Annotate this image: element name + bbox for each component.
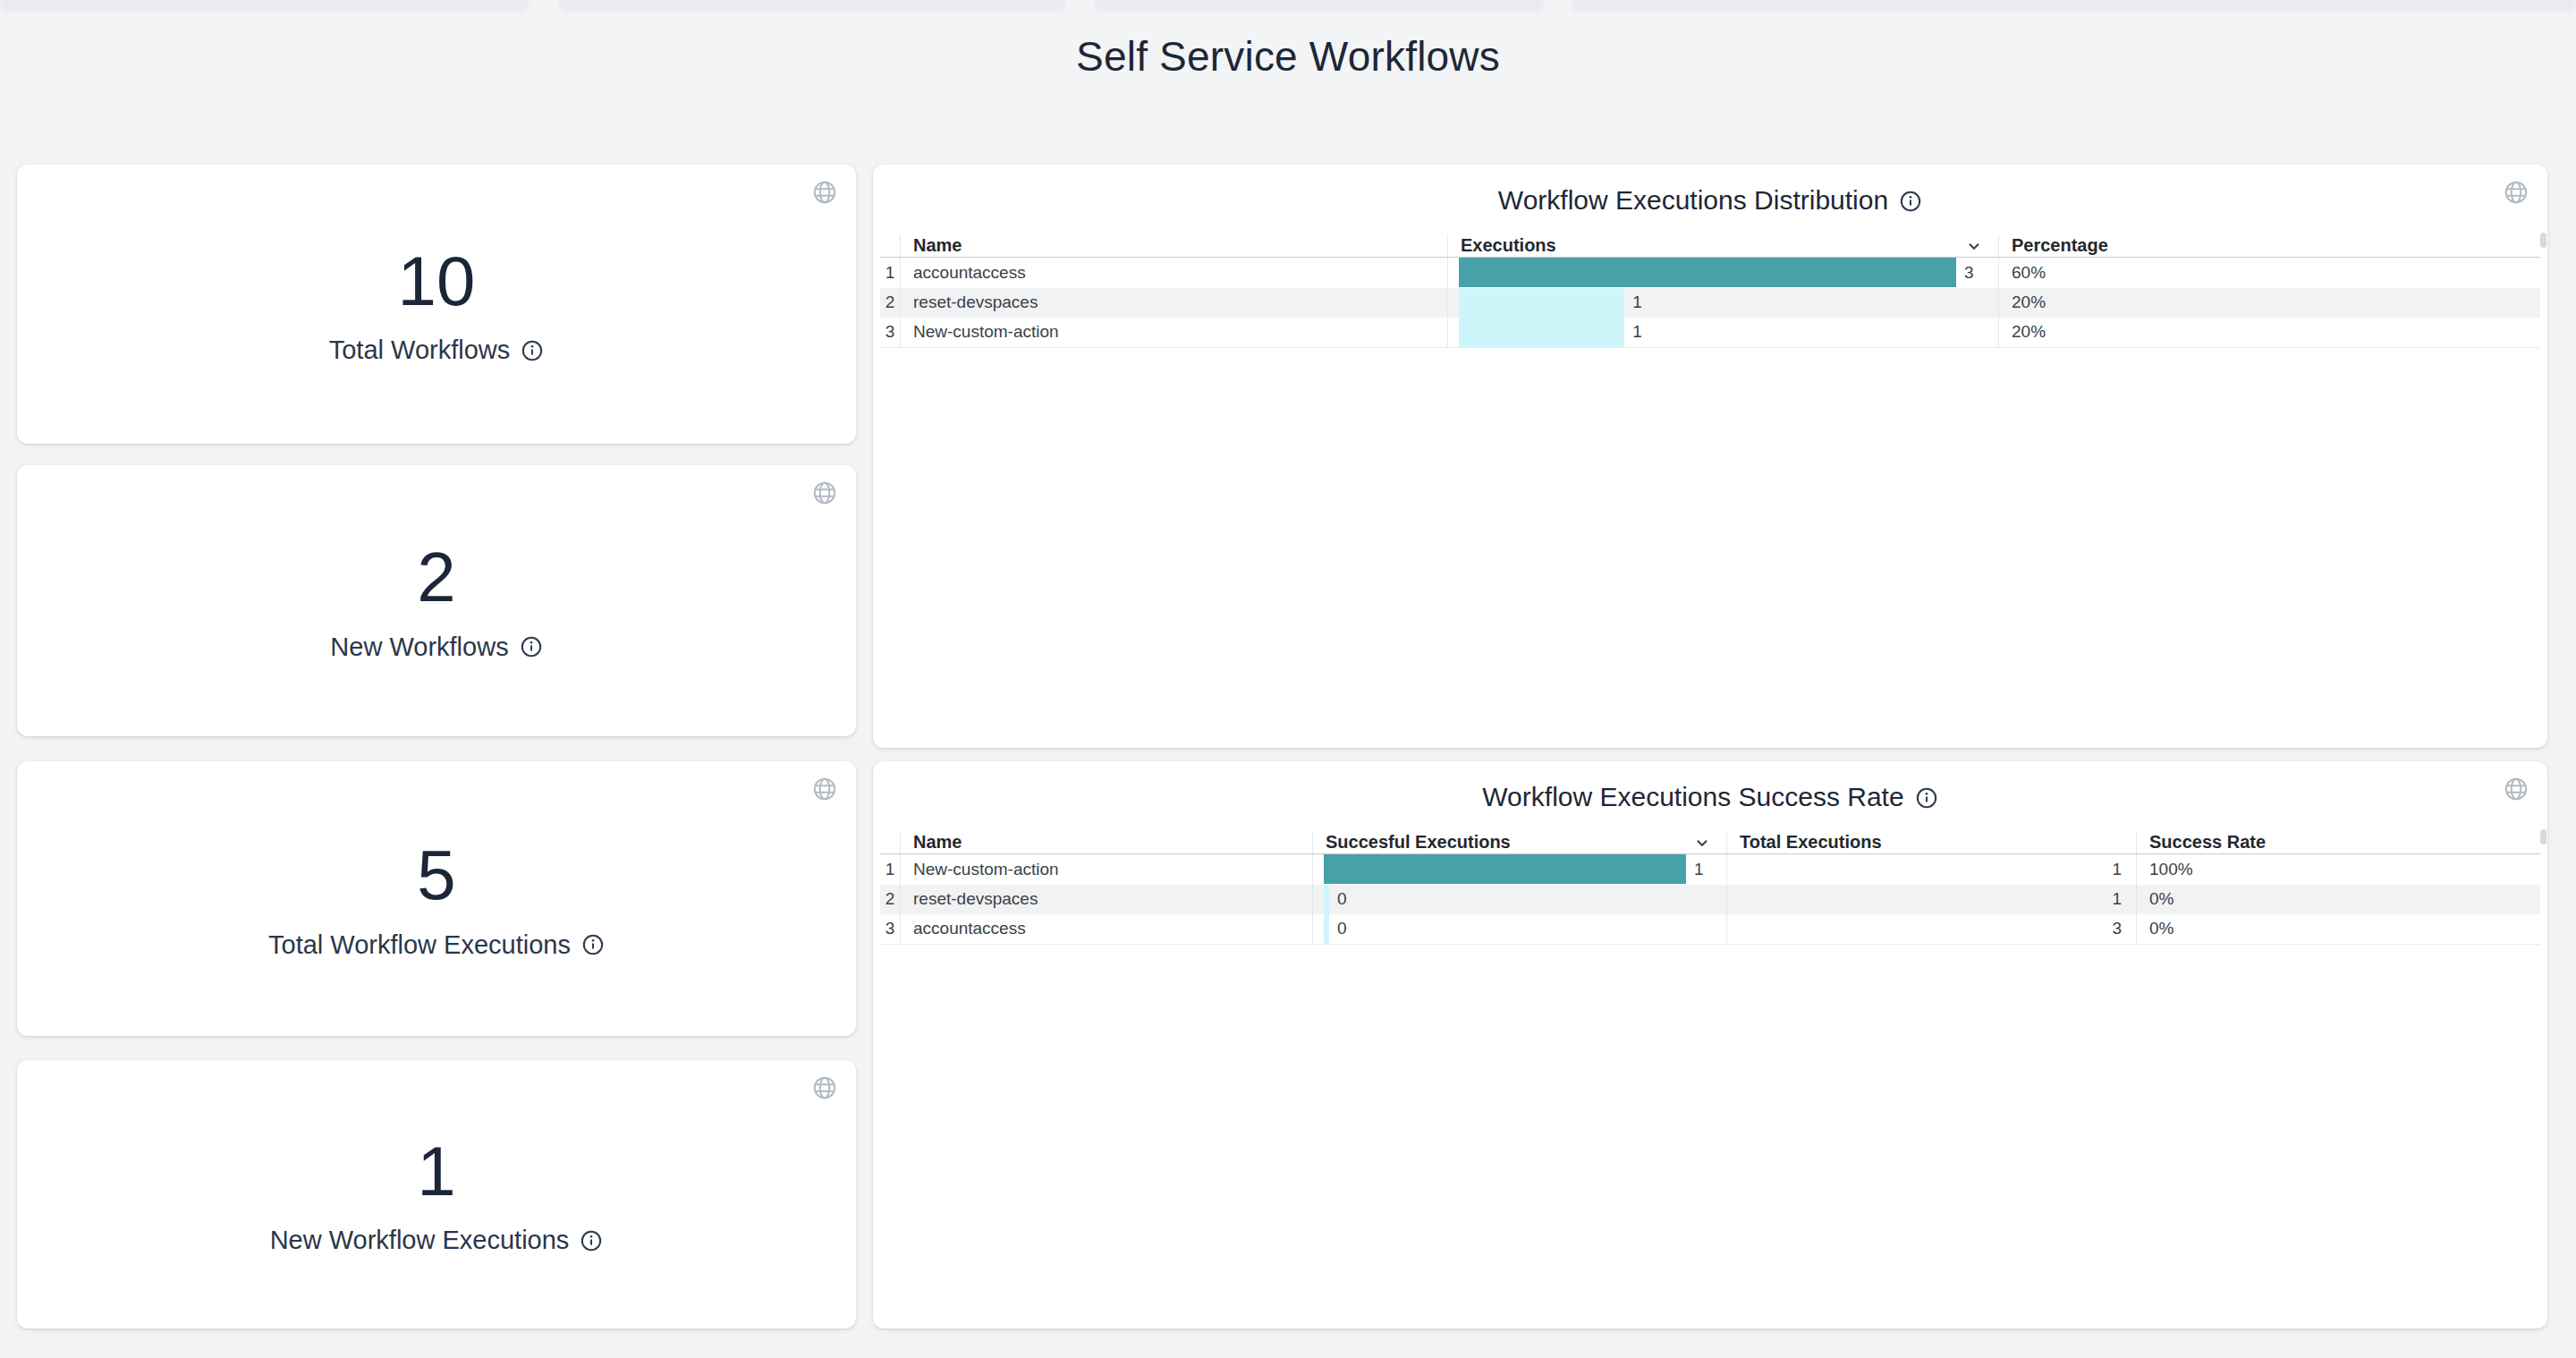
stat-value: 5 <box>417 837 455 914</box>
chevron-down-icon[interactable] <box>1964 236 1984 256</box>
globe-icon[interactable] <box>811 776 838 802</box>
bar-cell: 1 <box>1447 318 1998 348</box>
column-header-percentage[interactable]: Percentage <box>1998 234 2540 258</box>
column-header-success-rate[interactable]: Success Rate <box>2136 831 2540 854</box>
row-index: 1 <box>880 258 900 288</box>
name-cell: accountaccess <box>900 258 1447 288</box>
percentage-cell: 20% <box>1998 288 2540 318</box>
info-icon[interactable] <box>1915 785 1938 809</box>
stat-card-new-workflow-executions: 1 New Workflow Executions <box>17 1060 856 1328</box>
executions-distribution-table: NameExecutionsPercentage1accountaccess36… <box>880 234 2540 348</box>
table-title: Workflow Executions Success Rate <box>1482 782 1903 812</box>
info-icon[interactable] <box>581 933 605 956</box>
bar-value: 0 <box>1337 889 1347 909</box>
chevron-down-icon[interactable] <box>1692 833 1712 853</box>
stat-label: Total Workflows <box>329 335 511 365</box>
total-executions-cell: 3 <box>1726 914 2136 945</box>
column-header-total-executions[interactable]: Total Executions <box>1726 831 2136 854</box>
bar-value: 1 <box>1694 860 1704 879</box>
table-card-success-rate: Workflow Executions Success Rate NameSuc… <box>873 761 2547 1328</box>
bar-cell: 1 <box>1447 288 1998 318</box>
info-icon[interactable] <box>580 1229 603 1252</box>
bar-value: 3 <box>1964 263 1974 283</box>
column-header-name[interactable]: Name <box>900 234 1447 258</box>
bar-value: 1 <box>1632 293 1642 312</box>
globe-icon[interactable] <box>811 480 838 506</box>
bar <box>1459 318 1624 347</box>
percentage-cell: 60% <box>1998 258 2540 288</box>
stat-value: 1 <box>417 1133 455 1210</box>
bar-value: 0 <box>1337 919 1347 938</box>
table-title: Workflow Executions Distribution <box>1498 185 1888 216</box>
success-rate-table: NameSuccesful ExecutionsTotal Executions… <box>880 831 2540 945</box>
dashboard-grid: 10 Total Workflows 2 New Workflows 5 Tot… <box>17 165 2547 1328</box>
globe-icon[interactable] <box>811 1074 838 1101</box>
globe-icon[interactable] <box>2503 776 2529 802</box>
percentage-cell: 20% <box>1998 318 2540 348</box>
stat-card-total-workflows: 10 Total Workflows <box>17 165 856 444</box>
scrollbar-thumb[interactable] <box>2540 829 2546 845</box>
stat-label: New Workflow Executions <box>270 1226 570 1255</box>
stat-card-total-workflow-executions: 5 Total Workflow Executions <box>17 761 856 1036</box>
bar <box>1324 885 1329 914</box>
globe-icon[interactable] <box>2503 179 2529 206</box>
success-rate-cell: 100% <box>2136 854 2540 885</box>
row-index: 3 <box>880 318 900 348</box>
bar-cell: 3 <box>1447 258 1998 288</box>
name-cell: New-custom-action <box>900 854 1312 885</box>
bar <box>1459 258 1956 287</box>
row-index: 2 <box>880 885 900 915</box>
row-index: 3 <box>880 914 900 945</box>
bar <box>1324 914 1329 944</box>
row-index: 1 <box>880 854 900 885</box>
cutoff-card-edge <box>558 0 1065 8</box>
info-icon[interactable] <box>520 635 543 658</box>
name-cell: accountaccess <box>900 914 1312 945</box>
name-cell: reset-devspaces <box>900 885 1312 915</box>
success-rate-cell: 0% <box>2136 914 2540 945</box>
column-header-name[interactable]: Name <box>900 831 1312 854</box>
stat-card-new-workflows: 2 New Workflows <box>17 465 856 736</box>
bar-cell: 1 <box>1312 854 1726 885</box>
index-column-header <box>880 234 900 258</box>
stat-label: Total Workflow Executions <box>268 930 571 960</box>
bar <box>1324 854 1686 884</box>
info-icon[interactable] <box>521 339 544 362</box>
bar-value: 1 <box>1632 322 1642 342</box>
stat-value: 2 <box>417 539 455 616</box>
info-icon[interactable] <box>1899 189 1922 212</box>
stat-label: New Workflows <box>330 632 508 662</box>
dashboard-page: Self Service Workflows 10 Total Workflow… <box>0 0 2576 1358</box>
globe-icon[interactable] <box>811 179 838 206</box>
bar-cell: 0 <box>1312 914 1726 945</box>
total-executions-cell: 1 <box>1726 854 2136 885</box>
name-cell: New-custom-action <box>900 318 1447 348</box>
stat-value: 10 <box>398 243 476 320</box>
page-title: Self Service Workflows <box>0 32 2576 81</box>
cutoff-card-edge <box>0 0 529 8</box>
column-header-executions[interactable]: Executions <box>1447 234 1998 258</box>
stat-column: 10 Total Workflows 2 New Workflows 5 Tot… <box>17 165 856 1328</box>
name-cell: reset-devspaces <box>900 288 1447 318</box>
success-rate-cell: 0% <box>2136 885 2540 915</box>
scrollbar-thumb[interactable] <box>2540 233 2546 248</box>
row-index: 2 <box>880 288 900 318</box>
table-column: Workflow Executions Distribution NameExe… <box>873 165 2547 1328</box>
bar-cell: 0 <box>1312 885 1726 915</box>
index-column-header <box>880 831 900 854</box>
cutoff-card-edge <box>1095 0 1544 8</box>
total-executions-cell: 1 <box>1726 885 2136 915</box>
column-header-succesful-executions[interactable]: Succesful Executions <box>1312 831 1726 854</box>
bar <box>1459 288 1624 318</box>
table-card-executions-distribution: Workflow Executions Distribution NameExe… <box>873 165 2547 748</box>
cutoff-card-edge <box>1572 0 2576 8</box>
